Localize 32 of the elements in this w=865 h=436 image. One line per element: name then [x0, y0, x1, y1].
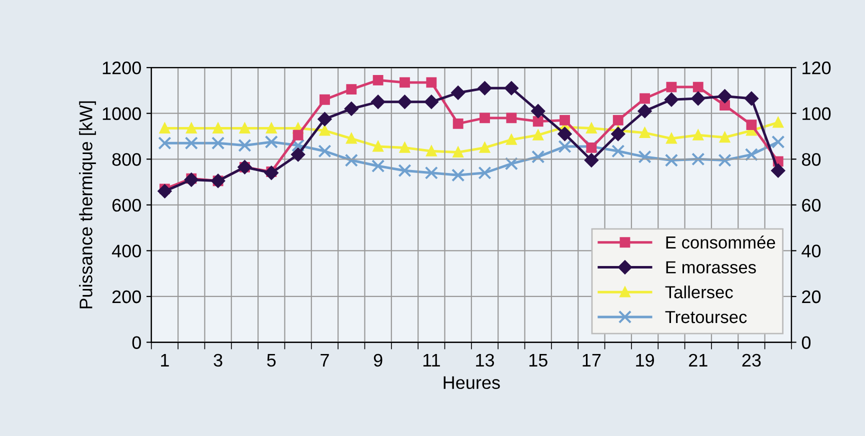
- y2-tick-label: 100: [802, 107, 831, 120]
- x-tick-label: 21: [688, 354, 708, 366]
- x-tick-label: 1: [161, 354, 169, 366]
- x-tick-label: 19: [636, 354, 654, 367]
- x-tick-label: 9: [374, 354, 382, 367]
- y-tick-label: 200: [112, 290, 141, 304]
- legend-label: E morasses: [666, 261, 756, 274]
- y-tick-label: 600: [112, 198, 141, 212]
- y-axis-title: Puissance thermique [kW]: [79, 101, 96, 308]
- y2-tick-label: 20: [802, 290, 821, 304]
- y2-tick-label: 40: [802, 244, 821, 258]
- x-tick-label: 23: [742, 354, 761, 367]
- x-tick-label: 5: [267, 354, 276, 367]
- legend-label: Tretoursec: [665, 311, 747, 324]
- y-tick-label: 1200: [102, 62, 141, 74]
- x-axis-title: Heures: [444, 376, 500, 390]
- x-tick-label: 3: [214, 354, 222, 367]
- y-tick-label: 400: [112, 244, 141, 258]
- legend-label: Tallersec: [665, 286, 733, 298]
- y2-tick-label: 0: [802, 336, 811, 349]
- y2-tick-label: 60: [802, 198, 821, 212]
- legend-label: E consommée: [666, 236, 776, 249]
- y2-tick-label: 120: [802, 62, 831, 74]
- x-tick-label: 13: [476, 354, 494, 367]
- y-tick-label: 1000: [102, 107, 141, 120]
- x-tick-label: 7: [320, 354, 329, 366]
- x-tick-label: 15: [529, 354, 548, 367]
- x-tick-label: 11: [423, 354, 440, 366]
- y2-tick-label: 80: [802, 153, 821, 166]
- y-tick-label: 0: [132, 336, 141, 349]
- x-tick-label: 17: [582, 354, 601, 366]
- y-tick-label: 800: [112, 153, 141, 166]
